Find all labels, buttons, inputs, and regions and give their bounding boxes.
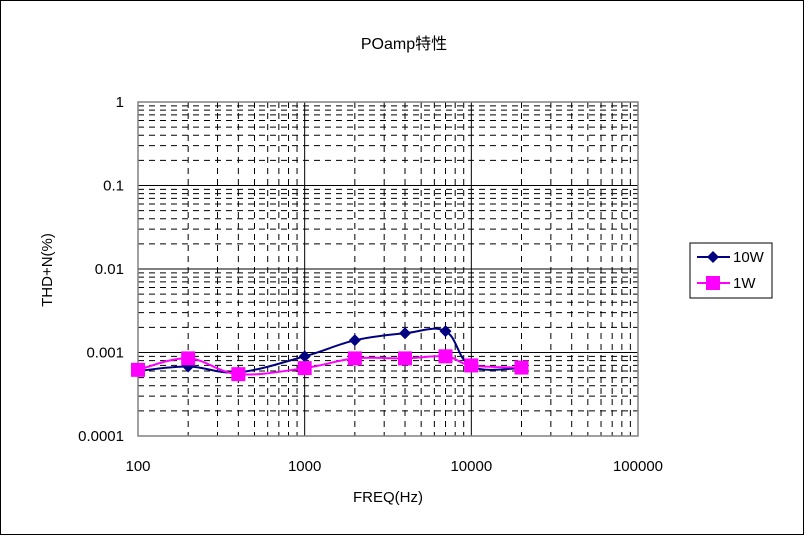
legend: 10W 1W: [689, 242, 773, 299]
data-point: [231, 367, 246, 382]
y-tick-label: 1: [116, 94, 124, 111]
x-tick-labels: 100 1000 10000 100000: [125, 458, 663, 475]
data-point: [347, 351, 362, 366]
legend-marker: [706, 276, 720, 290]
legend-marker: [707, 251, 719, 263]
plot-border: [137, 101, 639, 437]
data-point: [298, 350, 311, 363]
legend-label: 10W: [733, 249, 765, 266]
y-tick-label: 0.01: [95, 261, 124, 278]
data-point: [297, 361, 312, 376]
x-tick-label: 100000: [613, 458, 663, 475]
x-axis-label: FREQ(Hz): [353, 489, 423, 506]
data-point: [181, 351, 196, 366]
x-tick-label: 10000: [450, 458, 492, 475]
data-point: [464, 358, 479, 373]
y-tick-label: 0.001: [86, 345, 124, 362]
series-layer: [131, 325, 529, 382]
data-point: [438, 349, 453, 364]
series-1w: [131, 349, 529, 382]
data-point: [514, 360, 529, 375]
y-tick-labels: 1 0.1 0.01 0.001 0.0001: [78, 94, 124, 445]
grid: [138, 102, 638, 436]
data-point: [399, 327, 412, 340]
data-point: [439, 325, 452, 338]
x-tick-label: 100: [125, 458, 150, 475]
data-point: [348, 334, 361, 347]
data-point: [398, 351, 413, 366]
data-point: [131, 362, 145, 377]
y-tick-label: 0.0001: [78, 428, 124, 445]
legend-box: [689, 242, 773, 299]
x-tick-label: 1000: [288, 458, 321, 475]
y-tick-label: 0.1: [103, 178, 124, 195]
y-axis-label: THD+N(%): [39, 233, 56, 307]
legend-label: 1W: [733, 275, 756, 292]
chart-title: POamp特性: [361, 35, 447, 53]
